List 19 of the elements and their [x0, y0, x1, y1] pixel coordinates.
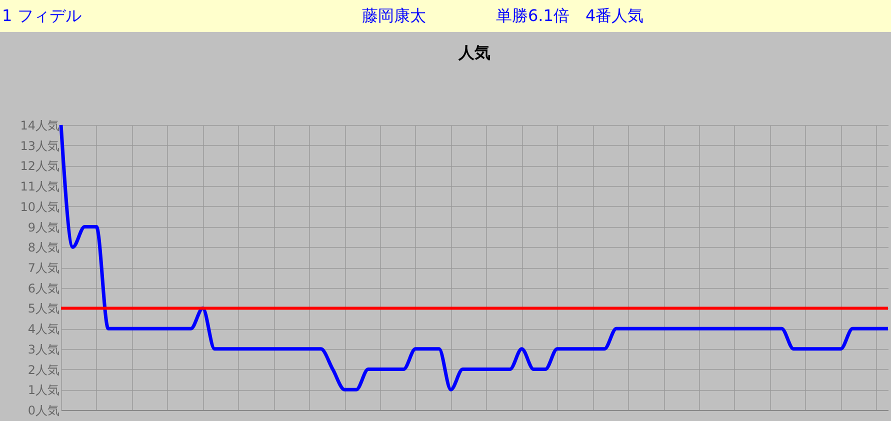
text: 1 フィデル [2, 6, 82, 27]
y-tick-label: 12人気 [20, 159, 60, 174]
y-tick-label: 4人気 [28, 322, 60, 336]
text: 藤岡康太 [362, 6, 426, 27]
y-tick-label: 1人気 [28, 383, 60, 398]
y-tick-label: 0人気 [28, 404, 60, 418]
chart-title: 人気 [458, 43, 490, 62]
y-tick-label: 9人気 [28, 220, 60, 234]
y-tick-label: 11人気 [20, 180, 60, 194]
y-tick-label: 8人気 [28, 240, 60, 255]
y-tick-label: 5人気 [28, 302, 60, 316]
y-tick-label: 2人気 [28, 362, 60, 377]
text: 単勝6.1倍 4番人気 [496, 6, 644, 27]
y-tick-label: 14人気 [20, 118, 60, 132]
y-tick-label: 13人気 [20, 138, 60, 153]
y-tick-label: 6人気 [28, 281, 60, 296]
y-tick-label: 7人気 [28, 261, 60, 275]
y-tick-label: 10人気 [20, 200, 60, 214]
y-tick-label: 3人気 [28, 342, 60, 356]
